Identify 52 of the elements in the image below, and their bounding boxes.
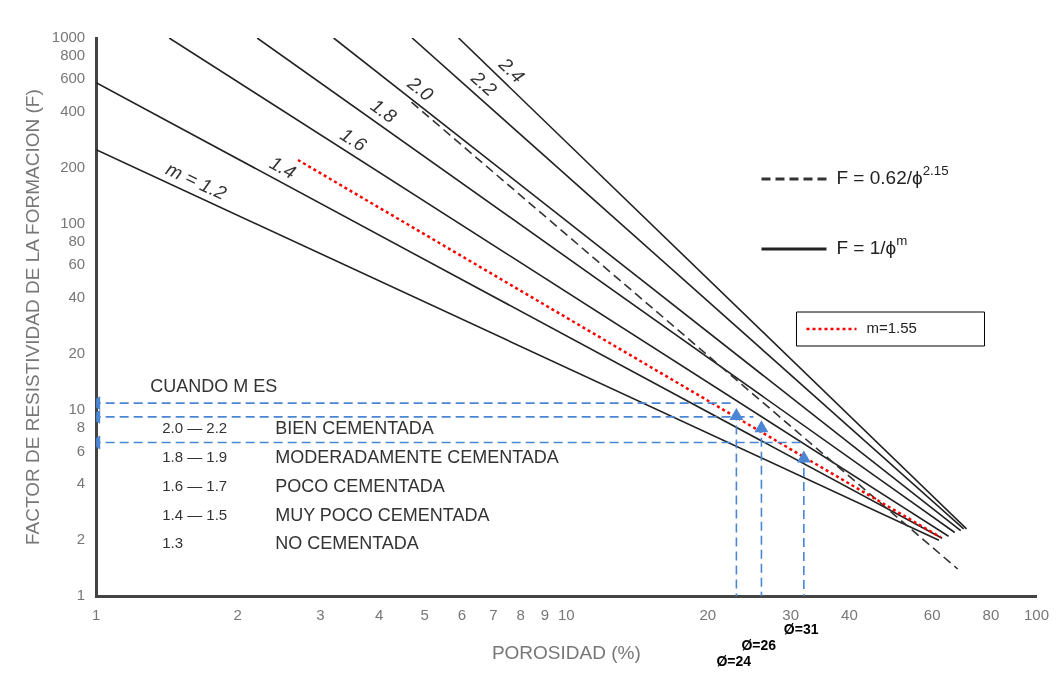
y-tick-label: 400 [60, 102, 86, 120]
y-tick-label: 200 [60, 158, 86, 176]
annotation: 1.6 — 1.7 [162, 476, 228, 494]
text: m = 1.2 [162, 158, 231, 205]
text: Ø=26 [741, 637, 777, 654]
annotation: MUY POCO CEMENTADA [275, 504, 490, 525]
x-tick-label: 8 [516, 606, 525, 624]
y-tick-label: 2 [76, 530, 86, 548]
x-tick-label: 9 [540, 606, 549, 624]
x-tick-label: 60 [923, 606, 941, 624]
y-tick-label: 6 [76, 441, 86, 459]
x-tick-label: 10 [557, 606, 575, 624]
annotation: 1.8 — 1.9 [162, 448, 228, 466]
y-tick-label: 20 [68, 344, 86, 362]
annotation: MODERADAMENTE CEMENTADA [275, 447, 559, 468]
y-tick-label: 100 [60, 214, 86, 232]
annotation: NO CEMENTADA [275, 533, 419, 554]
y-tick-label: 800 [60, 46, 86, 64]
y-tick-label: 8 [76, 418, 86, 436]
x-tick-label: 100 [1023, 606, 1049, 624]
annotation: BIEN CEMENTADA [275, 418, 434, 439]
text: Ø=31 [783, 621, 819, 638]
y-tick-label: 40 [68, 288, 86, 306]
y-tick-label: 600 [60, 69, 86, 87]
x-tick-label: 7 [489, 606, 498, 624]
annotation: CUANDO M ES [150, 375, 278, 396]
x-tick-label: 3 [316, 606, 325, 624]
x-tick-label: 30 [782, 606, 799, 624]
x-tick-label: 4 [375, 606, 384, 624]
legend-label: m=1.55 [866, 319, 917, 337]
x-axis-title: POROSIDAD (%) [491, 641, 641, 663]
x-tick-label: 1 [92, 606, 101, 624]
y-tick-label: 60 [68, 255, 86, 273]
x-tick-label: 20 [699, 606, 717, 624]
annotation: 1.4 — 1.5 [162, 505, 228, 523]
text: Ø=24 [716, 653, 752, 670]
annotation: POCO CEMENTADA [275, 475, 445, 496]
annotation: 2.0 — 2.2 [162, 419, 228, 437]
text: 2.0 [402, 71, 438, 106]
y-tick-label: 10 [68, 400, 86, 418]
x-tick-label: 6 [457, 606, 467, 624]
x-tick-label: 40 [841, 606, 858, 624]
y-tick-label: 1 [76, 586, 86, 604]
x-tick-label: 5 [420, 606, 429, 624]
annotation: 1.3 [162, 534, 184, 552]
y-tick-label: 80 [68, 232, 86, 250]
y-tick-label: 1000 [51, 28, 86, 46]
y-axis-title: FACTOR DE RESISTIVIDAD DE LA FORMACION (F) [21, 89, 43, 545]
x-tick-label: 2 [233, 606, 242, 624]
text: 1.4 [266, 152, 300, 184]
y-tick-label: 4 [76, 474, 86, 492]
x-tick-label: 80 [982, 606, 1000, 624]
